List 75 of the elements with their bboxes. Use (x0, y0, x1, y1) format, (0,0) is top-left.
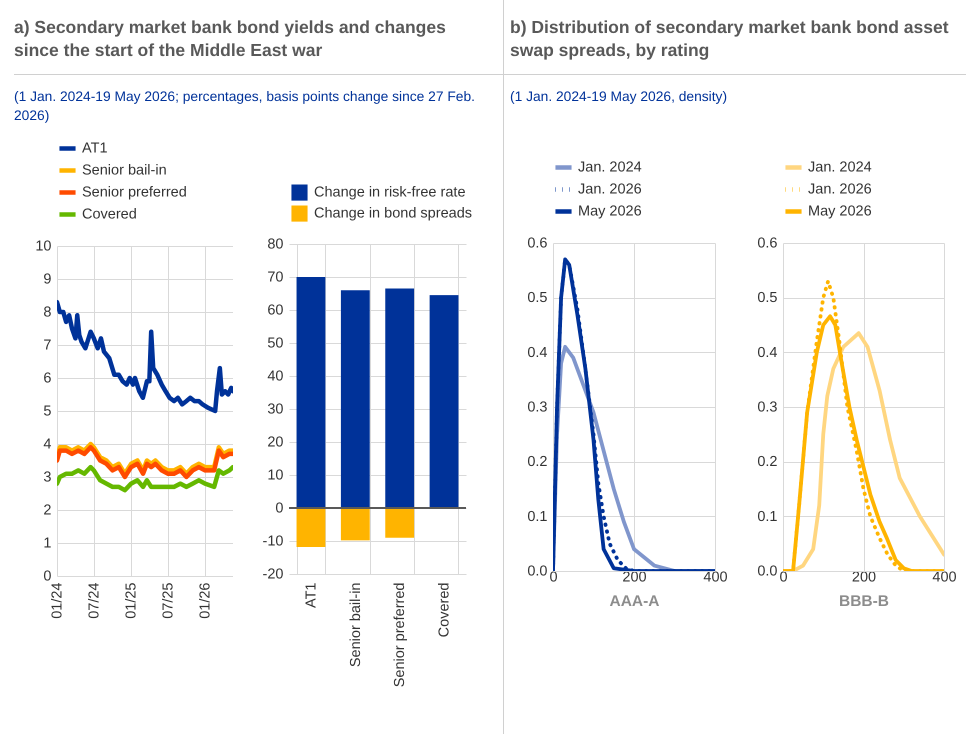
y-tick-label: 0.5 (527, 290, 548, 306)
chart-title: b) Distribution of secondary market bank bond asset swap spreads, by rating (510, 16, 950, 62)
x-tick-label: 0 (779, 570, 788, 586)
y-tick-label: 0.2 (757, 454, 778, 470)
x-axis-title: BBB-B (839, 593, 889, 610)
line-series (57, 300, 233, 414)
y-tick-label: 70 (267, 270, 284, 286)
bar (340, 290, 370, 508)
y-tick-label: 30 (267, 402, 284, 418)
legend-label: May 2026 (808, 204, 872, 220)
legend-label: Jan. 2026 (578, 182, 642, 198)
y-tick-label: 0.1 (757, 508, 778, 525)
y-tick-label: 2 (43, 502, 52, 518)
x-tick-label: 01/26 (198, 582, 214, 619)
x-tick-label: Senior bail-in (348, 582, 364, 668)
x-tick-label: Covered (436, 582, 453, 638)
x-tick-label: 400 (932, 570, 957, 586)
legend-label: Change in risk-free rate (314, 184, 466, 200)
y-tick-label: 60 (267, 302, 284, 318)
bar (385, 288, 414, 508)
x-axis-title: AAA-A (610, 593, 660, 610)
y-tick-label: 20 (267, 434, 284, 450)
legend-label: Jan. 2024 (578, 160, 642, 176)
y-tick-label: 5 (43, 404, 52, 420)
legend-label: Senior bail-in (82, 162, 167, 178)
bar (296, 277, 326, 508)
legend-label: Covered (82, 206, 137, 222)
y-tick-label: 4 (43, 436, 52, 452)
legend-label: AT1 (82, 140, 108, 156)
chart-subtitle: (1 Jan. 2024-19 May 2026; percentages, basis points change since 27 Feb. 2026) (14, 88, 476, 125)
x-tick-label: 07/24 (86, 582, 102, 619)
y-tick-label: 10 (267, 468, 284, 484)
y-tick-label: 0.3 (757, 400, 778, 416)
y-tick-label: 0.4 (527, 344, 548, 361)
bar (296, 508, 326, 547)
y-tick-label: 0.6 (527, 236, 548, 252)
y-tick-label: 50 (267, 336, 284, 352)
y-tick-label: 0.0 (527, 564, 548, 580)
y-tick-label: 6 (43, 370, 52, 386)
legend-label: Senior preferred (82, 184, 187, 200)
y-tick-label: 0.1 (527, 508, 548, 525)
legend-label: Jan. 2024 (808, 160, 872, 176)
bar (340, 508, 370, 540)
x-tick-label: 01/25 (124, 582, 140, 619)
y-tick-label: 8 (43, 304, 52, 320)
x-tick-label: 400 (703, 570, 728, 586)
y-tick-label: 0.3 (527, 400, 548, 416)
x-tick-label: 0 (549, 570, 558, 586)
chart-title: a) Secondary market bank bond yields and changes since the start of the Middle East war (14, 16, 447, 62)
y-tick-label: 0.2 (527, 454, 548, 470)
y-tick-label: 0 (275, 500, 284, 516)
y-tick-label: 80 (267, 236, 284, 252)
y-tick-label: 0.4 (757, 344, 778, 361)
legend-label: Jan. 2026 (808, 182, 872, 198)
chart-subtitle: (1 Jan. 2024-19 May 2026, density) (510, 88, 728, 106)
x-tick-label: AT1 (303, 582, 320, 608)
y-tick-label: 0.5 (757, 290, 778, 306)
bar (430, 295, 458, 508)
x-tick-label: 07/25 (160, 582, 176, 619)
bar (385, 508, 414, 538)
y-tick-label: 7 (43, 338, 52, 354)
y-tick-label: 10 (35, 238, 52, 254)
x-tick-label: Senior preferred (392, 582, 408, 688)
legend-label: May 2026 (578, 204, 642, 220)
y-tick-label: 0.6 (757, 236, 778, 252)
line-series (57, 464, 233, 492)
y-tick-label: 40 (267, 368, 284, 384)
y-tick-label: 0.0 (757, 564, 778, 580)
y-tick-label: -10 (262, 534, 284, 550)
x-tick-label: 01/24 (50, 582, 66, 619)
y-tick-label: 3 (43, 470, 52, 486)
y-tick-label: 1 (43, 536, 52, 552)
y-tick-label: -20 (262, 566, 284, 582)
y-tick-label: 9 (43, 272, 52, 288)
legend-label: Change in bond spreads (314, 206, 472, 222)
